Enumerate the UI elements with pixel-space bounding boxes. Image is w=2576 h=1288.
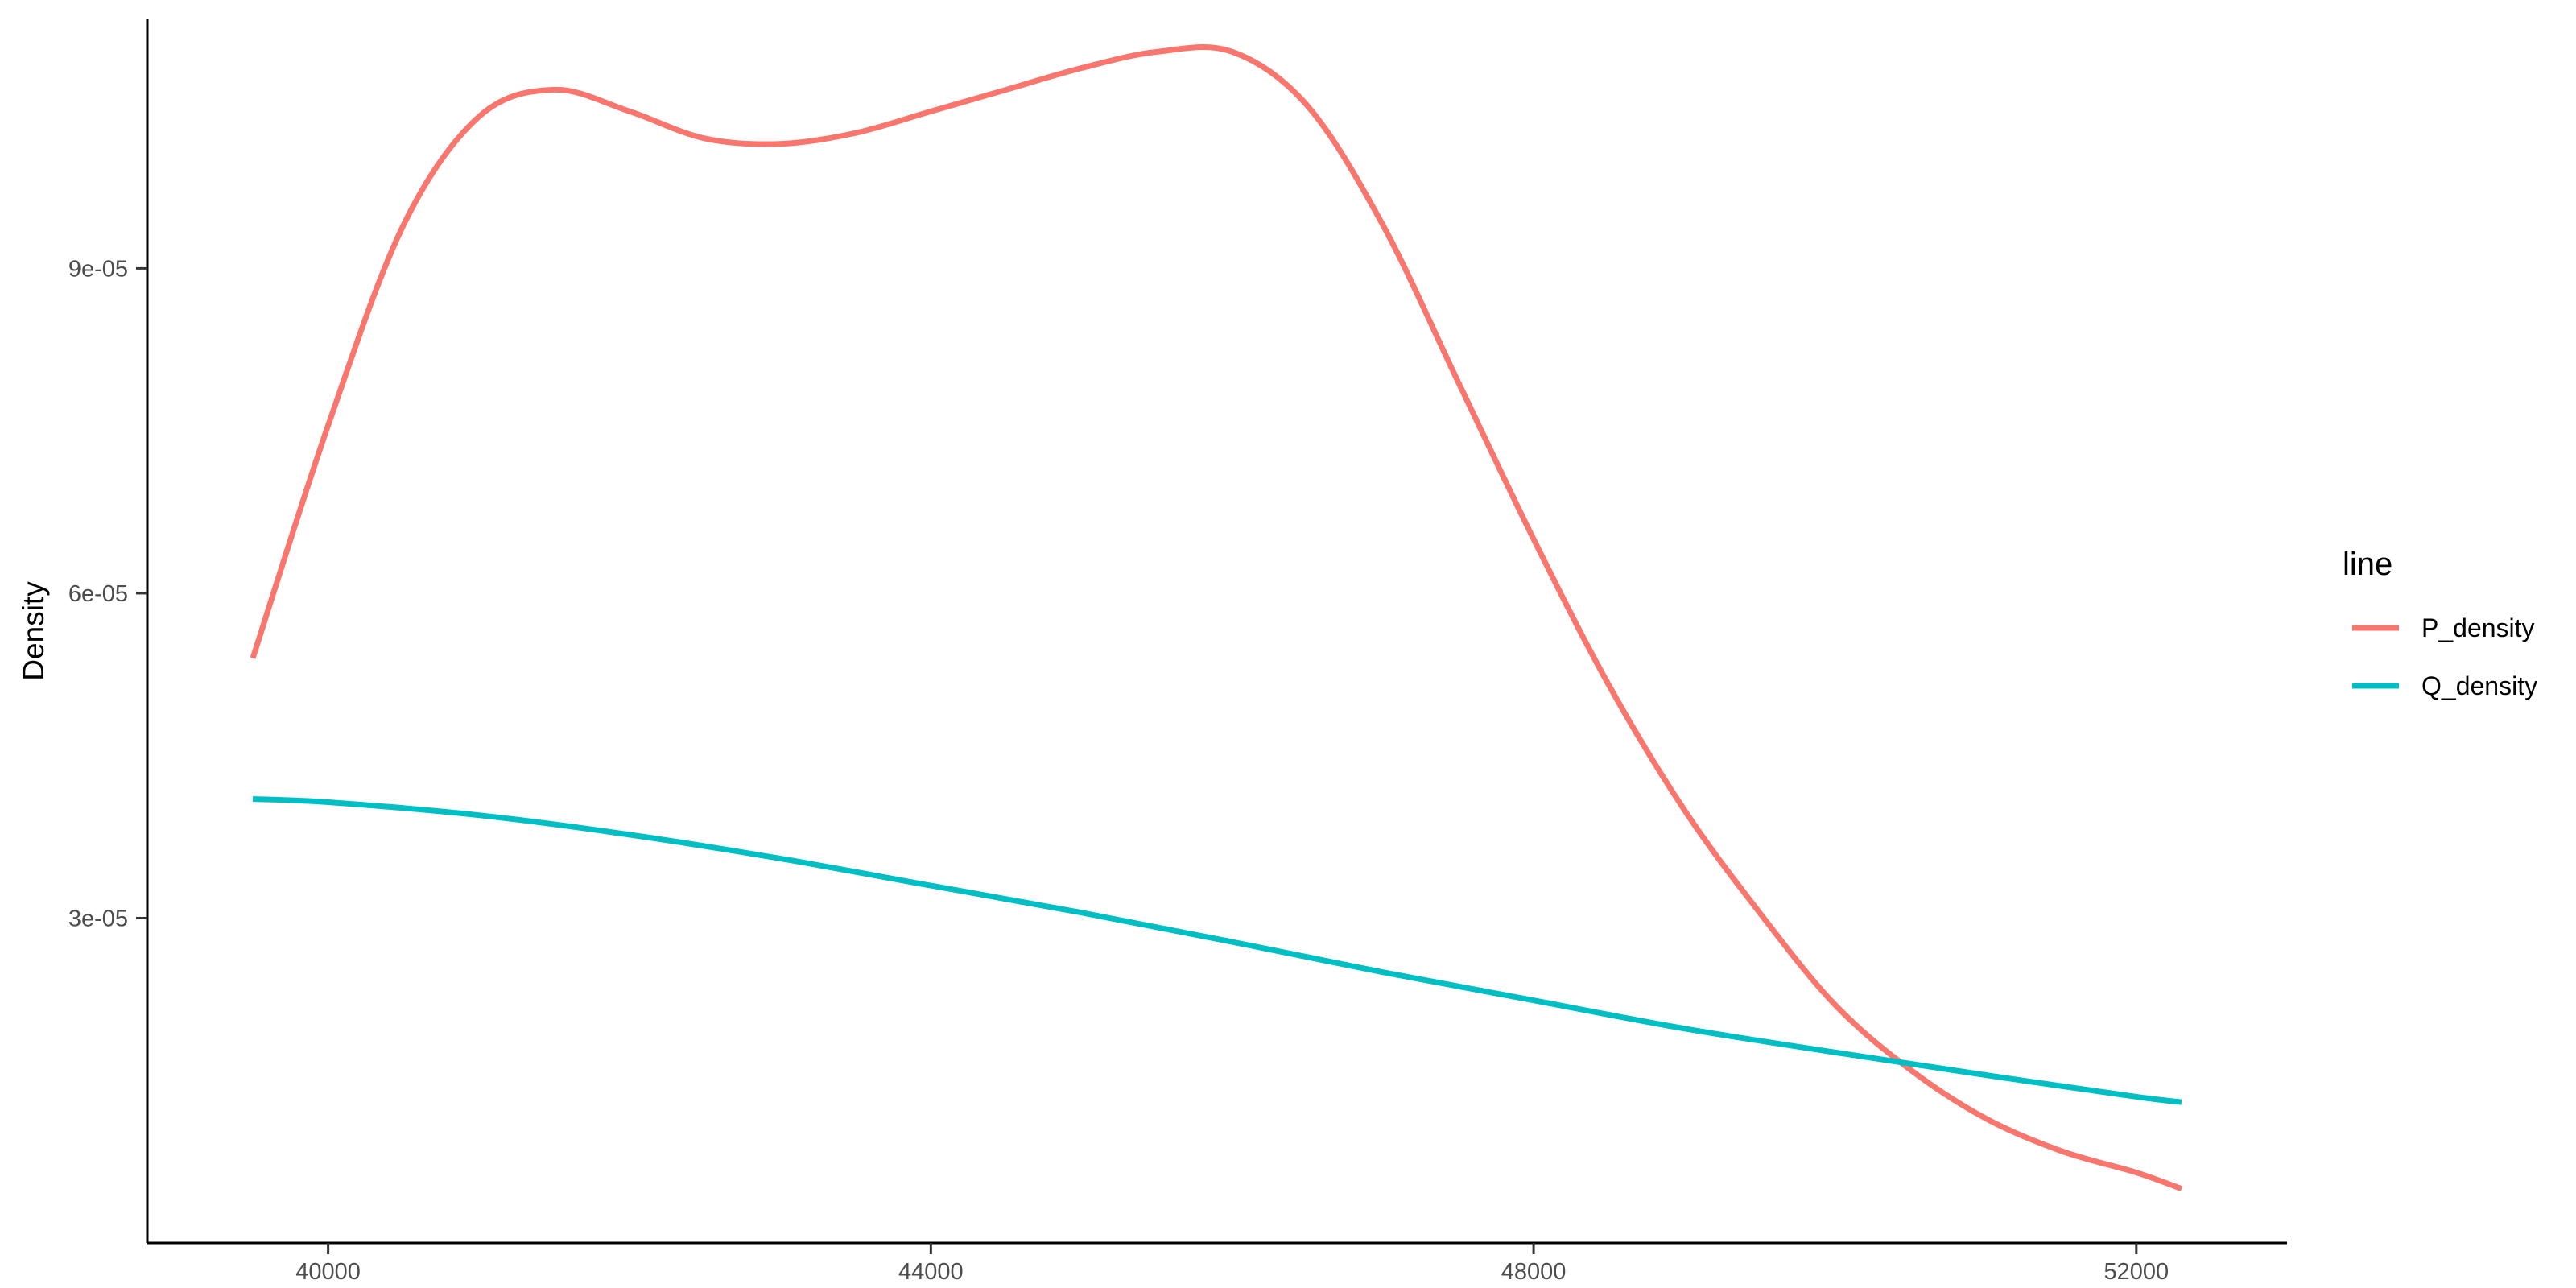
y-axis-title: Density (17, 581, 50, 681)
x-tick-label: 52000 (2103, 1259, 2169, 1285)
legend-label-q-density: Q_density (2421, 671, 2537, 700)
x-tick-label: 40000 (295, 1259, 361, 1285)
x-axis-ticks: 40000 44000 48000 52000 (295, 1243, 2169, 1285)
series-line-q-density (252, 796, 2182, 1105)
legend-title: line (2343, 547, 2392, 582)
y-tick-label: 3e-05 (68, 906, 128, 931)
legend-label-p-density: P_density (2421, 613, 2535, 642)
legend: line P_density Q_density (2343, 547, 2537, 700)
x-tick-label: 44000 (898, 1259, 964, 1285)
plot-lines (250, 44, 2183, 1192)
y-tick-label: 6e-05 (68, 581, 128, 607)
y-axis-ticks: 3e-05 6e-05 9e-05 (68, 256, 147, 931)
y-tick-label: 9e-05 (68, 256, 128, 282)
series-line-p-density (250, 44, 2183, 1192)
x-tick-label: 48000 (1501, 1259, 1567, 1285)
legend-items: P_density Q_density (2352, 613, 2537, 700)
